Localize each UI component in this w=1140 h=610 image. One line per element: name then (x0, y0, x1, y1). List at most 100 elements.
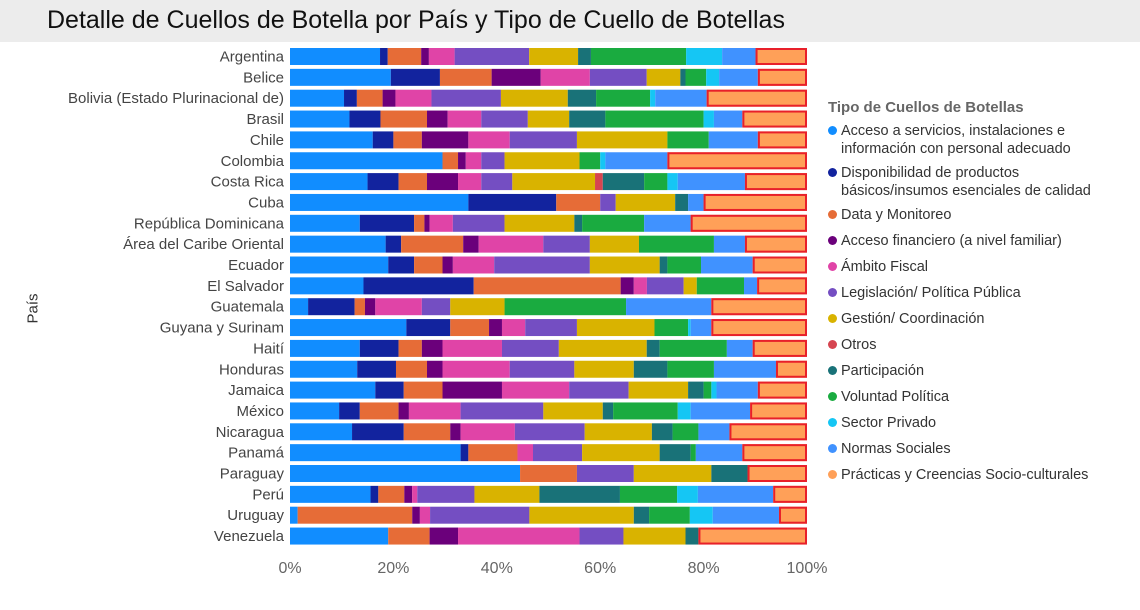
bar-segment[interactable] (659, 444, 691, 462)
bar-segment[interactable] (375, 381, 404, 399)
bar-segment[interactable] (481, 110, 528, 128)
bar-segment[interactable] (696, 277, 745, 295)
bar-segment[interactable] (613, 402, 678, 420)
bar-segment[interactable] (452, 214, 505, 232)
bar-segment[interactable] (349, 110, 381, 128)
bar-segment[interactable] (529, 506, 634, 524)
bar-segment[interactable] (688, 319, 691, 337)
bar-segment[interactable] (430, 506, 530, 524)
bar-segment[interactable] (649, 506, 690, 524)
bar-segment[interactable] (356, 89, 383, 107)
bar-segment[interactable] (569, 381, 629, 399)
legend-item[interactable]: Normas Sociales (828, 440, 1128, 458)
bar-segment[interactable] (726, 339, 753, 357)
bar-segment[interactable] (742, 110, 807, 128)
bar-segment[interactable] (454, 48, 530, 65)
bar-segment[interactable] (579, 152, 601, 170)
bar-segment[interactable] (556, 193, 601, 211)
bar-segment[interactable] (711, 381, 717, 399)
bar-segment[interactable] (290, 214, 360, 232)
bar-segment[interactable] (290, 360, 358, 378)
legend-item[interactable]: Sector Privado (828, 414, 1128, 432)
bar-segment[interactable] (690, 402, 751, 420)
bar-segment[interactable] (458, 527, 580, 545)
bar-segment[interactable] (412, 506, 420, 524)
bar-segment[interactable] (590, 48, 687, 65)
legend-item[interactable]: Ámbito Fiscal (828, 258, 1128, 276)
bar-segment[interactable] (628, 381, 689, 399)
bar-segment[interactable] (419, 506, 431, 524)
bar-segment[interactable] (540, 68, 590, 86)
bar-segment[interactable] (468, 193, 557, 211)
bar-segment[interactable] (388, 527, 430, 545)
bar-segment[interactable] (290, 110, 350, 128)
bar-segment[interactable] (646, 68, 681, 86)
bar-segment[interactable] (757, 131, 807, 149)
bar-segment[interactable] (698, 423, 730, 441)
bar-segment[interactable] (501, 339, 559, 357)
bar-segment[interactable] (703, 110, 714, 128)
bar-segment[interactable] (442, 360, 510, 378)
bar-segment[interactable] (722, 48, 756, 65)
bar-segment[interactable] (474, 485, 540, 503)
bar-segment[interactable] (421, 339, 443, 357)
bar-segment[interactable] (447, 110, 482, 128)
bar-segment[interactable] (442, 381, 502, 399)
bar-segment[interactable] (638, 235, 714, 253)
bar-segment[interactable] (339, 402, 360, 420)
bar-segment[interactable] (602, 402, 614, 420)
bar-segment[interactable] (509, 131, 577, 149)
bar-segment[interactable] (667, 152, 807, 170)
bar-segment[interactable] (478, 235, 544, 253)
bar-segment[interactable] (458, 152, 466, 170)
bar-segment[interactable] (354, 298, 365, 316)
bar-segment[interactable] (500, 89, 568, 107)
bar-segment[interactable] (290, 423, 353, 441)
bar-segment[interactable] (363, 277, 474, 295)
bar-segment[interactable] (404, 485, 413, 503)
legend-item[interactable]: Voluntad Política (828, 388, 1128, 406)
bar-segment[interactable] (689, 506, 713, 524)
bar-segment[interactable] (427, 173, 459, 191)
bar-segment[interactable] (655, 89, 707, 107)
bar-segment[interactable] (297, 506, 413, 524)
bar-segment[interactable] (403, 381, 443, 399)
bar-segment[interactable] (403, 423, 451, 441)
bar-segment[interactable] (494, 256, 590, 274)
bar-segment[interactable] (713, 360, 776, 378)
bar-segment[interactable] (589, 256, 660, 274)
bar-segment[interactable] (654, 319, 689, 337)
legend-item[interactable]: Participación (828, 362, 1128, 380)
bar-segment[interactable] (757, 68, 807, 86)
bar-segment[interactable] (539, 485, 620, 503)
bar-segment[interactable] (290, 402, 340, 420)
bar-segment[interactable] (308, 298, 355, 316)
bar-segment[interactable] (352, 423, 404, 441)
bar-segment[interactable] (344, 89, 357, 107)
bar-segment[interactable] (711, 298, 807, 316)
bar-segment[interactable] (290, 319, 407, 337)
bar-segment[interactable] (574, 360, 634, 378)
bar-segment[interactable] (680, 68, 686, 86)
bar-segment[interactable] (713, 235, 745, 253)
bar-segment[interactable] (290, 235, 386, 253)
bar-segment[interactable] (529, 48, 579, 65)
bar-segment[interactable] (619, 485, 678, 503)
bar-segment[interactable] (667, 131, 709, 149)
bar-segment[interactable] (517, 444, 533, 462)
bar-segment[interactable] (431, 89, 501, 107)
bar-segment[interactable] (778, 506, 807, 524)
bar-segment[interactable] (290, 256, 389, 274)
bar-segment[interactable] (421, 131, 469, 149)
bar-segment[interactable] (677, 485, 698, 503)
bar-segment[interactable] (576, 131, 668, 149)
bar-segment[interactable] (458, 173, 482, 191)
bar-segment[interactable] (514, 423, 585, 441)
bar-segment[interactable] (602, 173, 645, 191)
bar-segment[interactable] (605, 152, 668, 170)
bar-segment[interactable] (520, 465, 577, 482)
bar-segment[interactable] (703, 193, 807, 211)
bar-segment[interactable] (359, 402, 399, 420)
bar-segment[interactable] (677, 173, 745, 191)
bar-segment[interactable] (380, 48, 388, 65)
